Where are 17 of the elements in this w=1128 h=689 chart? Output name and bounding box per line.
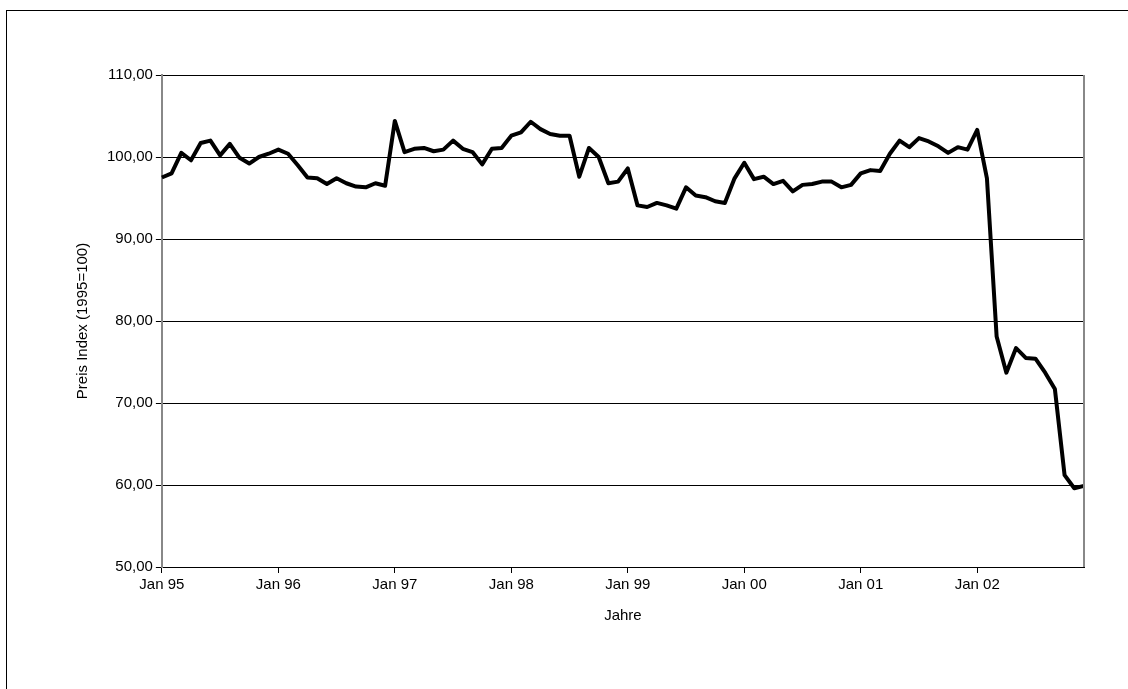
x-tick-label: Jan 96 [255,575,301,593]
x-tick-label: Jan 00 [721,575,767,593]
y-tick-label: 80,00 [115,311,153,329]
x-tick-label: Jan 02 [954,575,1000,593]
x-tick-label: Jan 97 [372,575,418,593]
x-axis-title: Jahre [604,606,642,624]
x-tick-label: Jan 01 [838,575,884,593]
y-tick-label: 70,00 [115,393,153,411]
x-tick-label: Jan 99 [605,575,651,593]
y-tick-label: 90,00 [115,229,153,247]
y-tick-label: 50,00 [115,557,153,575]
x-tick-label: Jan 95 [139,575,185,593]
x-tick-label: Jan 98 [488,575,534,593]
y-axis-title: Preis Index (1995=100) [73,242,91,400]
y-tick-label: 110,00 [108,65,153,83]
y-tick-label: 100,00 [106,147,153,165]
y-tick-label: 60,00 [115,475,153,493]
